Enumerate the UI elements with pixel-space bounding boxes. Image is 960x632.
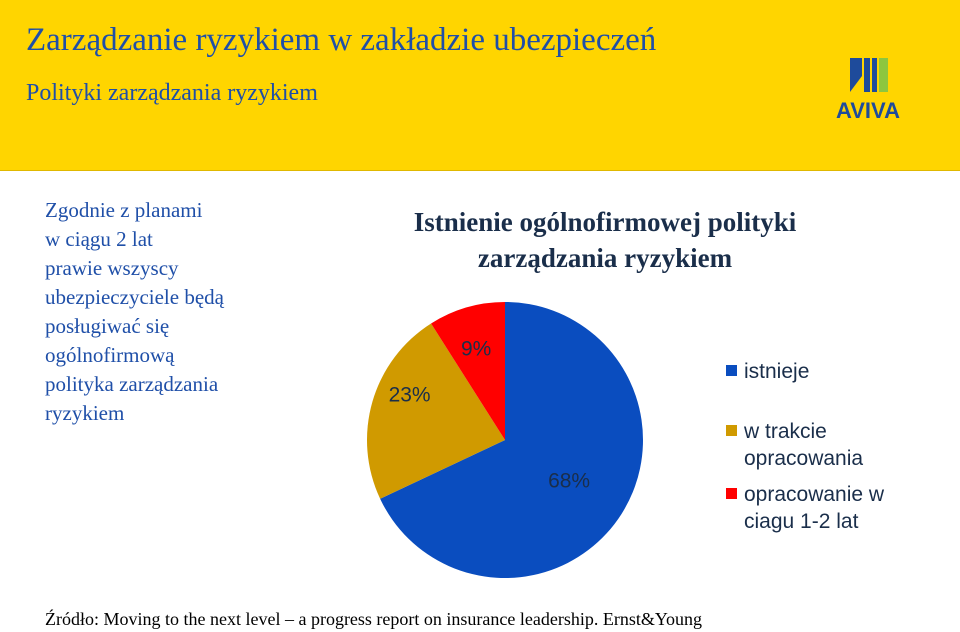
pie-data-label-2: 23% [389, 383, 431, 406]
chart-title-line: zarządzania ryzykiem [477, 243, 733, 273]
pie-slice-2 [367, 323, 505, 499]
legend-label-2: w trakcie [743, 420, 827, 443]
body-line: Zgodnie z planami [45, 198, 203, 222]
pie-data-label-1: 68% [548, 470, 590, 493]
pie-chart: 68% 23% 9% istnieje w trakcie opracowania opra… [367, 302, 885, 578]
legend-swatch-3 [726, 488, 737, 499]
chart-title-line: Istnienie ogólnofirmowej polityki [413, 207, 797, 237]
header-banner: Zarządzanie ryzykiem w zakładzie ubezpie… [0, 0, 960, 171]
pie-slice-3 [431, 302, 505, 440]
legend-label-3: opracowanie w [744, 483, 885, 506]
legend-label-1: istnieje [744, 360, 809, 383]
body-line: ubezpieczyciele będą [45, 285, 224, 309]
legend-label-2: opracowania [744, 447, 863, 470]
aviva-logo: AVIVA [836, 58, 900, 122]
body-line: ogólnofirmową [45, 343, 175, 367]
body-text: Zgodnie z planami w ciągu 2 lat prawie w… [45, 196, 325, 428]
page-title: Zarządzanie ryzykiem w zakładzie ubezpie… [26, 22, 657, 58]
logo-text: AVIVA [836, 98, 900, 122]
body-line: w ciągu 2 lat [45, 227, 153, 251]
legend-label-3: ciagu 1-2 lat [744, 510, 859, 533]
body-line: ryzykiem [45, 401, 125, 425]
legend-swatch-1 [726, 365, 737, 376]
pie-slice-1 [380, 302, 643, 578]
body-line: polityka zarządzania [45, 372, 219, 396]
page-subtitle: Polityki zarządzania ryzykiem [26, 80, 318, 106]
legend-swatch-2 [726, 425, 737, 436]
chart-title: Istnienie ogólnofirmowej polityki zarząd… [368, 204, 842, 276]
body-line: posługiwać się [45, 314, 170, 338]
source-note: Źródło: Moving to the next level – a pro… [45, 609, 703, 629]
pie-data-label-3: 9% [461, 338, 491, 361]
body-line: prawie wszyscy [45, 256, 179, 280]
